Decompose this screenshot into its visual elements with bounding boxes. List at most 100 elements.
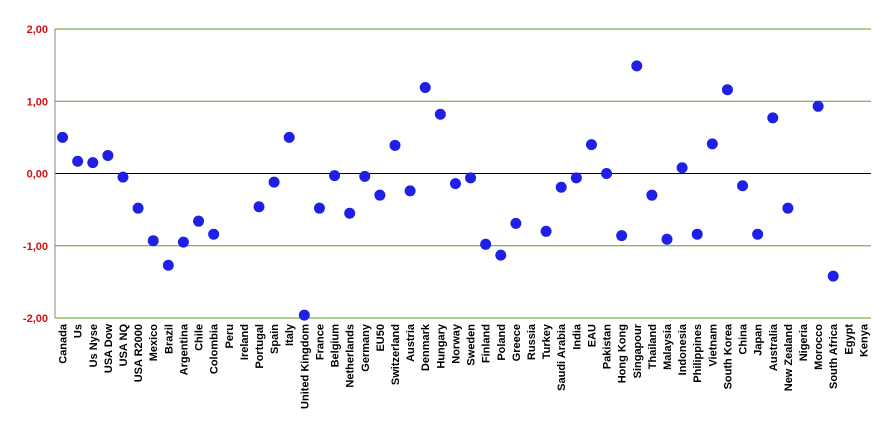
- x-tick-label: Pakistan: [602, 324, 614, 370]
- y-tick-label: -1,00: [23, 241, 48, 253]
- dot: [480, 238, 492, 250]
- x-tick-label: Morocco: [813, 324, 825, 370]
- dot: [374, 189, 386, 201]
- x-tick-label: India: [571, 323, 583, 350]
- x-tick-label: Kenya: [858, 323, 870, 357]
- x-tick-label: Poland: [496, 324, 508, 361]
- x-tick-label: USA Dow: [103, 324, 115, 374]
- x-tick-label: Mexico: [148, 324, 160, 362]
- dot: [752, 228, 764, 240]
- x-tick-label: Ireland: [239, 324, 251, 360]
- dot: [601, 168, 613, 179]
- x-tick-label: Egypt: [843, 324, 855, 355]
- x-tick-label: Denmark: [420, 323, 432, 371]
- y-tick-label: -2,00: [23, 313, 48, 325]
- x-tick-label: EAU: [586, 324, 598, 347]
- x-tick-label: Vietnam: [707, 324, 719, 367]
- dot: [298, 309, 310, 321]
- x-tick-label: USA NQ: [118, 324, 130, 367]
- dot: [449, 178, 461, 190]
- x-tick-label: Philippines: [692, 324, 704, 383]
- x-tick-label: EU50: [375, 324, 387, 352]
- x-tick-label: China: [738, 323, 750, 354]
- x-tick-label: Indonesia: [677, 323, 689, 375]
- dot: [389, 139, 401, 151]
- x-tick-label: Netherlands: [345, 324, 357, 388]
- x-tick-label: Malaysia: [662, 323, 674, 370]
- dot: [253, 201, 265, 213]
- x-tick-label: Norway: [450, 323, 462, 364]
- dot: [162, 259, 174, 271]
- dot: [419, 82, 431, 94]
- x-tick-label: Nigeria: [798, 323, 810, 361]
- dot: [177, 236, 189, 248]
- dot: [102, 149, 114, 161]
- x-tick-label: Sweden: [466, 324, 478, 366]
- dot: [812, 100, 824, 112]
- dot: [676, 162, 688, 174]
- x-tick-label: Italy: [284, 323, 296, 346]
- dot: [555, 181, 567, 193]
- dot: [767, 112, 779, 124]
- dot: [359, 170, 371, 182]
- x-tick-label: New Zealand: [783, 324, 795, 391]
- x-tick-label: Germany: [360, 323, 372, 372]
- dot: [510, 217, 522, 229]
- x-tick-label: Australia: [768, 323, 780, 371]
- x-tick-label: United Kingdom: [299, 324, 311, 409]
- x-tick-label: Argentina: [178, 323, 190, 375]
- x-tick-label: USA R2000: [133, 324, 145, 382]
- dot: [117, 171, 129, 183]
- dot: [631, 60, 643, 72]
- x-tick-label: Us: [73, 324, 85, 338]
- dot: [329, 170, 341, 182]
- y-tick-label: 2,00: [27, 24, 48, 36]
- dot: [721, 84, 733, 96]
- x-tick-label: Turkey: [541, 323, 553, 359]
- dot: [691, 228, 703, 240]
- dot: [72, 155, 84, 167]
- dot: [646, 189, 658, 201]
- x-tick-label: France: [314, 324, 326, 360]
- x-tick-label: Canada: [58, 323, 70, 364]
- y-tick-label: 0,00: [27, 169, 48, 181]
- dot: [193, 215, 205, 227]
- dot: [737, 180, 749, 192]
- dot: [616, 230, 628, 242]
- dot: [313, 202, 325, 214]
- dot: [87, 157, 99, 169]
- dot: [585, 139, 597, 151]
- x-tick-label: Singapour: [632, 323, 644, 378]
- dot: [827, 270, 839, 282]
- dot: [268, 176, 280, 188]
- x-tick-label: Brazil: [163, 324, 175, 354]
- x-tick-label: Spain: [269, 324, 281, 354]
- dot: [208, 228, 220, 240]
- dot: [661, 233, 673, 245]
- dot: [147, 235, 159, 247]
- dot: [782, 202, 794, 214]
- x-tick-label: Saudi Arabia: [556, 323, 568, 391]
- dot: [465, 172, 477, 184]
- dot: [570, 172, 582, 184]
- x-tick-label: Peru: [224, 324, 236, 348]
- x-tick-label: Austria: [405, 323, 417, 362]
- x-tick-label: South Korea: [722, 323, 734, 389]
- dot: [57, 131, 69, 143]
- x-tick-label: Finland: [481, 324, 493, 363]
- x-tick-label: Hong Kong: [617, 324, 629, 383]
- y-tick-label: 1,00: [27, 96, 48, 108]
- x-tick-label: Us Nyse: [88, 324, 100, 367]
- dot: [344, 207, 356, 219]
- x-tick-label: Colombia: [209, 323, 221, 374]
- dot: [495, 249, 507, 261]
- x-tick-label: Hungary: [435, 323, 447, 369]
- x-tick-label: Greece: [511, 324, 523, 361]
- x-tick-label: Japan: [753, 324, 765, 356]
- x-tick-label: Switzerland: [390, 324, 402, 385]
- x-tick-label: Belgium: [330, 324, 342, 368]
- x-tick-label: Thailand: [647, 324, 659, 369]
- dot: [283, 131, 295, 143]
- dot: [706, 138, 718, 150]
- dot: [404, 185, 416, 197]
